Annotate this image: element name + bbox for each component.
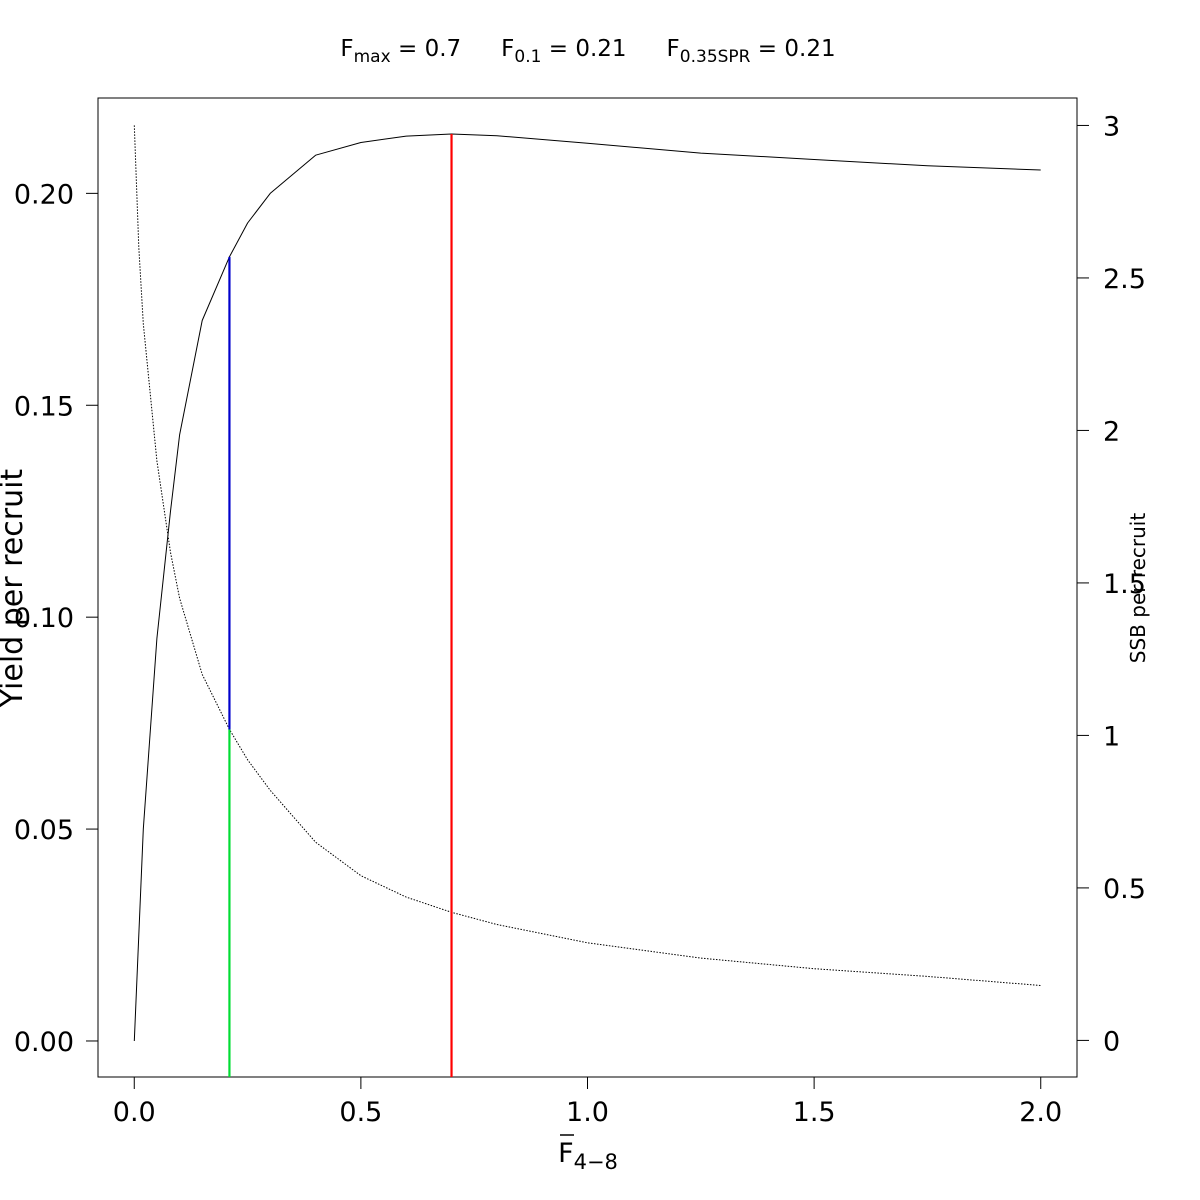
header-item-2: F (667, 36, 680, 62)
y-left-axis: 0.00 0.05 0.10 0.15 0.20 (14, 179, 98, 1058)
reference-lines (228, 134, 453, 1077)
x-label-sub: 4−8 (574, 1150, 618, 1174)
series-line-yield (133, 133, 1041, 1042)
header-item-0-sub: max (354, 47, 391, 67)
header-item-1: F (501, 36, 514, 62)
y-right-tick-label: 1.5 (1103, 569, 1146, 600)
x-label-base: F (558, 1138, 574, 1169)
header-item-0-value: = 0.7 (391, 36, 461, 62)
header-item-1-value: = 0.21 (541, 36, 626, 62)
x-tick-label: 0.5 (339, 1097, 382, 1128)
x-axis: 0.0 0.5 1.0 1.5 2.0 (113, 1077, 1062, 1128)
y-left-tick-label: 0.20 (14, 179, 74, 210)
x-tick-label: 1.0 (566, 1097, 609, 1128)
y-left-tick-label: 0.10 (14, 603, 74, 634)
plot-box (97, 97, 1078, 1078)
header-item-2-value: = 0.21 (751, 36, 836, 62)
header-item-1-sub: 0.1 (514, 47, 541, 67)
x-tick-label: 1.5 (793, 1097, 836, 1128)
plot-frame (97, 97, 1078, 1078)
y-right-tick-label: 0 (1103, 1026, 1120, 1057)
y-left-tick-label: 0.00 (14, 1027, 74, 1058)
series-layer (133, 125, 1041, 1042)
chart-header: Fmax = 0.7 F0.1 = 0.21 F0.35SPR = 0.21 (340, 36, 835, 67)
y-left-axis-label: Yield per recruit (0, 469, 30, 709)
header-item-2-sub: 0.35SPR (680, 47, 751, 67)
x-tick-label: 2.0 (1019, 1097, 1062, 1128)
y-right-tick-label: 2 (1103, 416, 1120, 447)
header-item-0: F (340, 36, 353, 62)
y-right-axis-label: SSB per recruit (1126, 513, 1150, 664)
y-right-tick-label: 2.5 (1103, 264, 1146, 295)
y-left-tick-label: 0.05 (14, 815, 74, 846)
x-axis-label: F4−8 (558, 1138, 618, 1174)
y-right-axis: 0 0.5 1 1.5 2 2.5 3 (1077, 111, 1146, 1057)
x-tick-label: 0.0 (113, 1097, 156, 1128)
series-line-ssb (133, 125, 1041, 986)
y-right-tick-label: 1 (1103, 721, 1120, 752)
y-right-tick-label: 0.5 (1103, 874, 1146, 905)
y-right-tick-label: 3 (1103, 111, 1120, 142)
y-left-tick-label: 0.15 (14, 391, 74, 422)
